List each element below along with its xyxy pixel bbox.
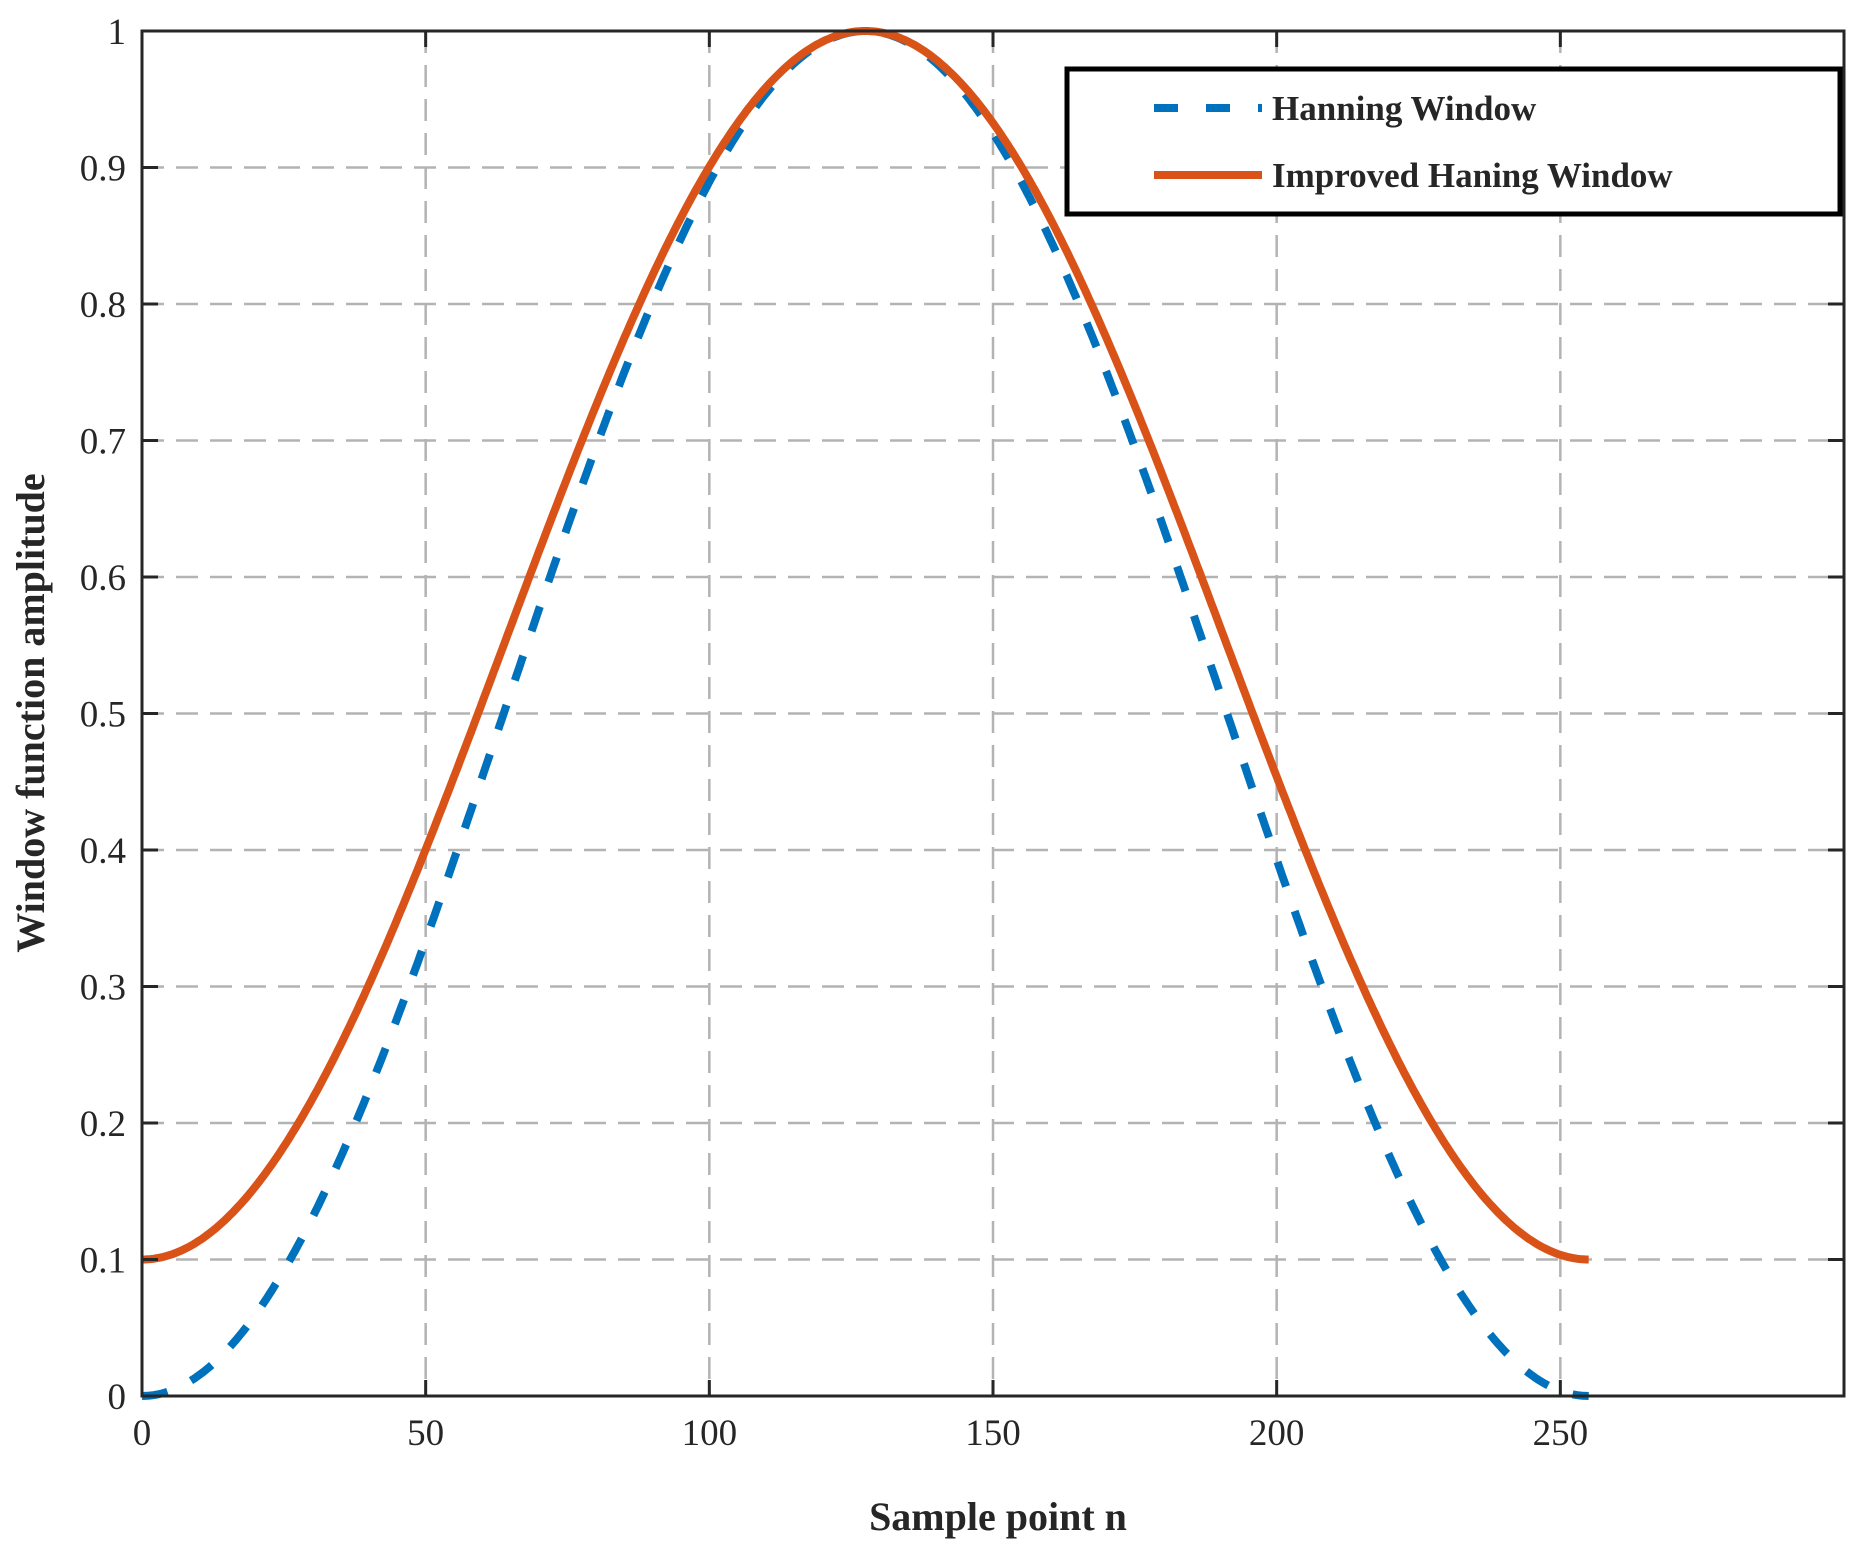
hanning-window-curve bbox=[140, 27, 1590, 1400]
axis-ticks bbox=[140, 29, 1844, 1398]
y-tick-label: 0.1 bbox=[80, 1241, 126, 1282]
y-tick-label: 0.5 bbox=[80, 695, 126, 736]
y-tick-label: 0.6 bbox=[80, 558, 126, 599]
x-axis-title: Sample point n bbox=[869, 1494, 1127, 1539]
x-tick-label: 50 bbox=[407, 1413, 444, 1454]
x-tick-label: 100 bbox=[682, 1413, 738, 1454]
x-tick-labels: 0 50 100 150 200 250 bbox=[133, 1413, 1588, 1454]
y-tick-label: 0.9 bbox=[80, 149, 126, 190]
x-tick-label: 150 bbox=[965, 1413, 1021, 1454]
grid-lines bbox=[142, 31, 1844, 1396]
y-tick-label: 0.4 bbox=[80, 831, 126, 872]
x-tick-label: 0 bbox=[133, 1413, 152, 1454]
y-tick-label: 0.2 bbox=[80, 1104, 126, 1145]
y-tick-label: 0 bbox=[108, 1377, 127, 1418]
legend: Hanning Window Improved Haning Window bbox=[1064, 66, 1843, 217]
legend-box bbox=[1064, 66, 1843, 217]
y-tick-label: 0.8 bbox=[80, 285, 126, 326]
legend-label-improved: Improved Haning Window bbox=[1272, 156, 1673, 195]
y-tick-labels: 0 0.1 0.2 0.3 0.4 0.5 0.6 0.7 0.8 0.9 1 bbox=[80, 12, 126, 1418]
y-tick-label: 0.7 bbox=[80, 422, 126, 463]
y-tick-label: 0.3 bbox=[80, 968, 126, 1009]
y-tick-label: 1 bbox=[108, 12, 127, 53]
y-axis-title: Window function amplitude bbox=[8, 473, 53, 952]
x-tick-label: 200 bbox=[1249, 1413, 1305, 1454]
x-tick-label: 250 bbox=[1533, 1413, 1589, 1454]
legend-label-hanning: Hanning Window bbox=[1272, 89, 1537, 128]
